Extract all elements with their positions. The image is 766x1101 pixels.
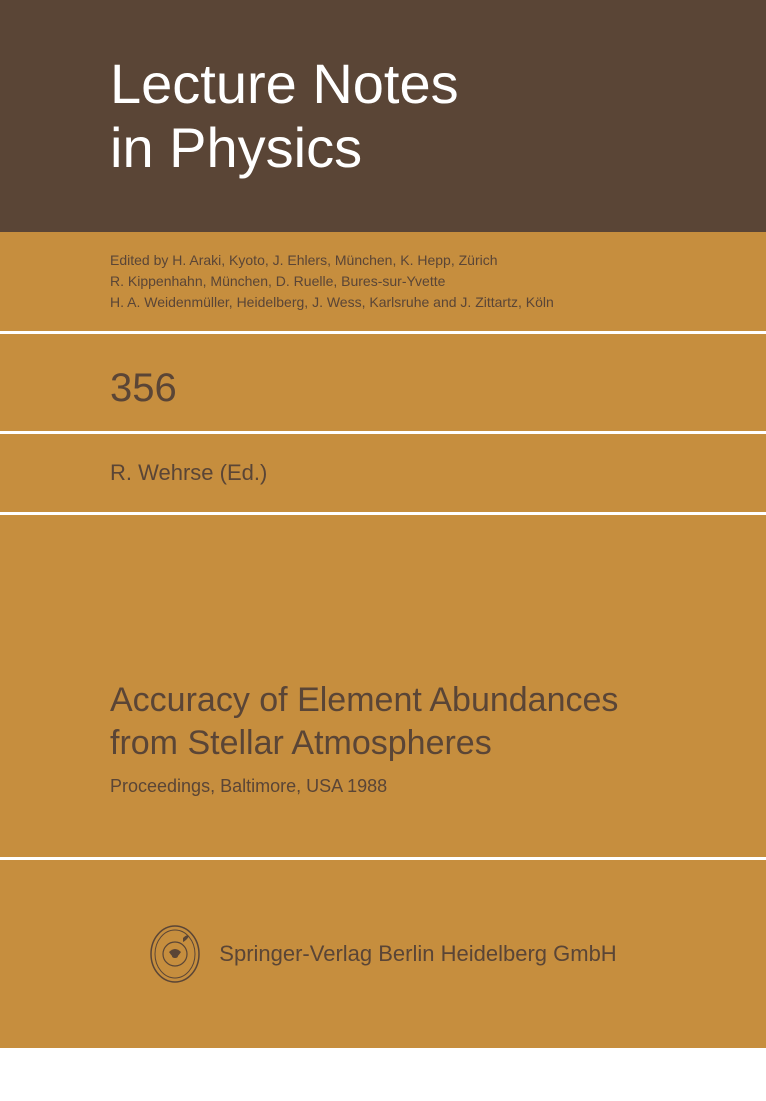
- book-cover: Lecture Notes in Physics Edited by H. Ar…: [0, 0, 766, 1101]
- svg-text:S: S: [172, 950, 179, 961]
- series-title-line2: in Physics: [110, 116, 362, 179]
- publisher-name: Springer-Verlag Berlin Heidelberg GmbH: [219, 941, 616, 967]
- springer-logo-icon: S: [149, 924, 201, 984]
- volume-number: 356: [110, 366, 736, 411]
- title-section: Accuracy of Element Abundances from Stel…: [0, 515, 766, 860]
- editors-text: Edited by H. Araki, Kyoto, J. Ehlers, Mü…: [110, 250, 736, 313]
- book-subtitle: Proceedings, Baltimore, USA 1988: [110, 776, 736, 797]
- editors-line3: H. A. Weidenmüller, Heidelberg, J. Wess,…: [110, 292, 736, 313]
- volume-section: 356: [0, 334, 766, 434]
- book-title: Accuracy of Element Abundances from Stel…: [110, 679, 736, 764]
- editors-line2: R. Kippenhahn, München, D. Ruelle, Bures…: [110, 271, 736, 292]
- author-name: R. Wehrse (Ed.): [110, 460, 736, 486]
- series-title: Lecture Notes in Physics: [110, 52, 459, 181]
- editors-section: Edited by H. Araki, Kyoto, J. Ehlers, Mü…: [0, 232, 766, 334]
- editors-line1: Edited by H. Araki, Kyoto, J. Ehlers, Mü…: [110, 250, 736, 271]
- series-header: Lecture Notes in Physics: [0, 0, 766, 232]
- book-title-line2: from Stellar Atmospheres: [110, 724, 492, 762]
- author-section: R. Wehrse (Ed.): [0, 434, 766, 515]
- publisher-logo-container: S: [149, 924, 201, 984]
- publisher-section: S Springer-Verlag Berlin Heidelberg GmbH: [0, 860, 766, 1048]
- book-title-line1: Accuracy of Element Abundances: [110, 681, 618, 719]
- series-title-line1: Lecture Notes: [110, 52, 459, 115]
